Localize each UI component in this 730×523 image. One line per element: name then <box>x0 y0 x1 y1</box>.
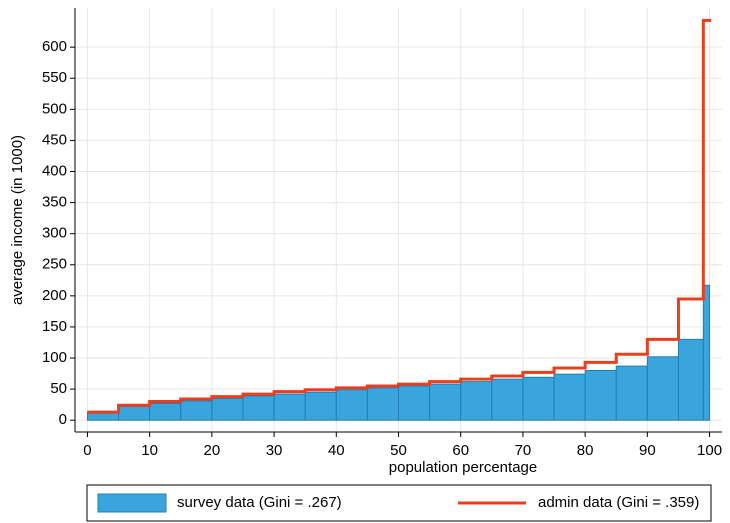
bar <box>366 387 399 421</box>
y-tick-label: 350 <box>42 194 67 211</box>
bar <box>180 400 213 421</box>
legend-label: survey data (Gini = .267) <box>177 494 342 511</box>
bar <box>429 383 462 421</box>
x-tick-label: 70 <box>515 442 532 459</box>
x-tick-label: 60 <box>452 442 469 459</box>
y-tick-label: 450 <box>42 131 67 148</box>
bar <box>242 395 275 421</box>
bar <box>335 389 368 421</box>
legend-box <box>86 484 712 522</box>
y-tick-label: 150 <box>42 318 67 335</box>
bar <box>211 397 244 421</box>
x-tick-label: 10 <box>141 442 158 459</box>
y-tick-label: 400 <box>42 162 67 179</box>
bar <box>646 356 679 421</box>
x-tick-label: 100 <box>697 442 722 459</box>
x-tick-label: 80 <box>577 442 594 459</box>
bar <box>677 338 704 421</box>
x-tick-label: 20 <box>204 442 221 459</box>
x-tick-label: 40 <box>328 442 345 459</box>
legend-label: admin data (Gini = .359) <box>538 494 699 511</box>
y-tick-label: 100 <box>42 349 67 366</box>
bar <box>553 373 586 421</box>
bar <box>584 369 617 421</box>
y-tick-label: 550 <box>42 69 67 86</box>
bar <box>149 402 182 421</box>
y-tick-label: 600 <box>42 38 67 55</box>
y-tick-label: 300 <box>42 225 67 242</box>
bar <box>522 376 555 421</box>
y-tick-label: 250 <box>42 256 67 273</box>
x-tick-label: 50 <box>390 442 407 459</box>
y-tick-label: 200 <box>42 287 67 304</box>
bar <box>304 391 337 421</box>
bar <box>398 385 431 421</box>
bar <box>460 381 493 421</box>
bar <box>273 393 306 421</box>
y-tick-label: 0 <box>59 411 67 428</box>
legend-swatch <box>97 493 167 513</box>
y-axis-label: average income (in 1000) <box>9 135 26 305</box>
x-tick-label: 0 <box>83 442 91 459</box>
x-axis-label: population percentage <box>389 459 537 476</box>
y-tick-label: 50 <box>50 380 67 397</box>
x-tick-label: 90 <box>639 442 656 459</box>
bar <box>615 365 648 421</box>
bar <box>702 284 711 421</box>
bar <box>118 406 151 421</box>
bar <box>491 378 524 421</box>
y-tick-label: 500 <box>42 100 67 117</box>
x-tick-label: 30 <box>266 442 283 459</box>
